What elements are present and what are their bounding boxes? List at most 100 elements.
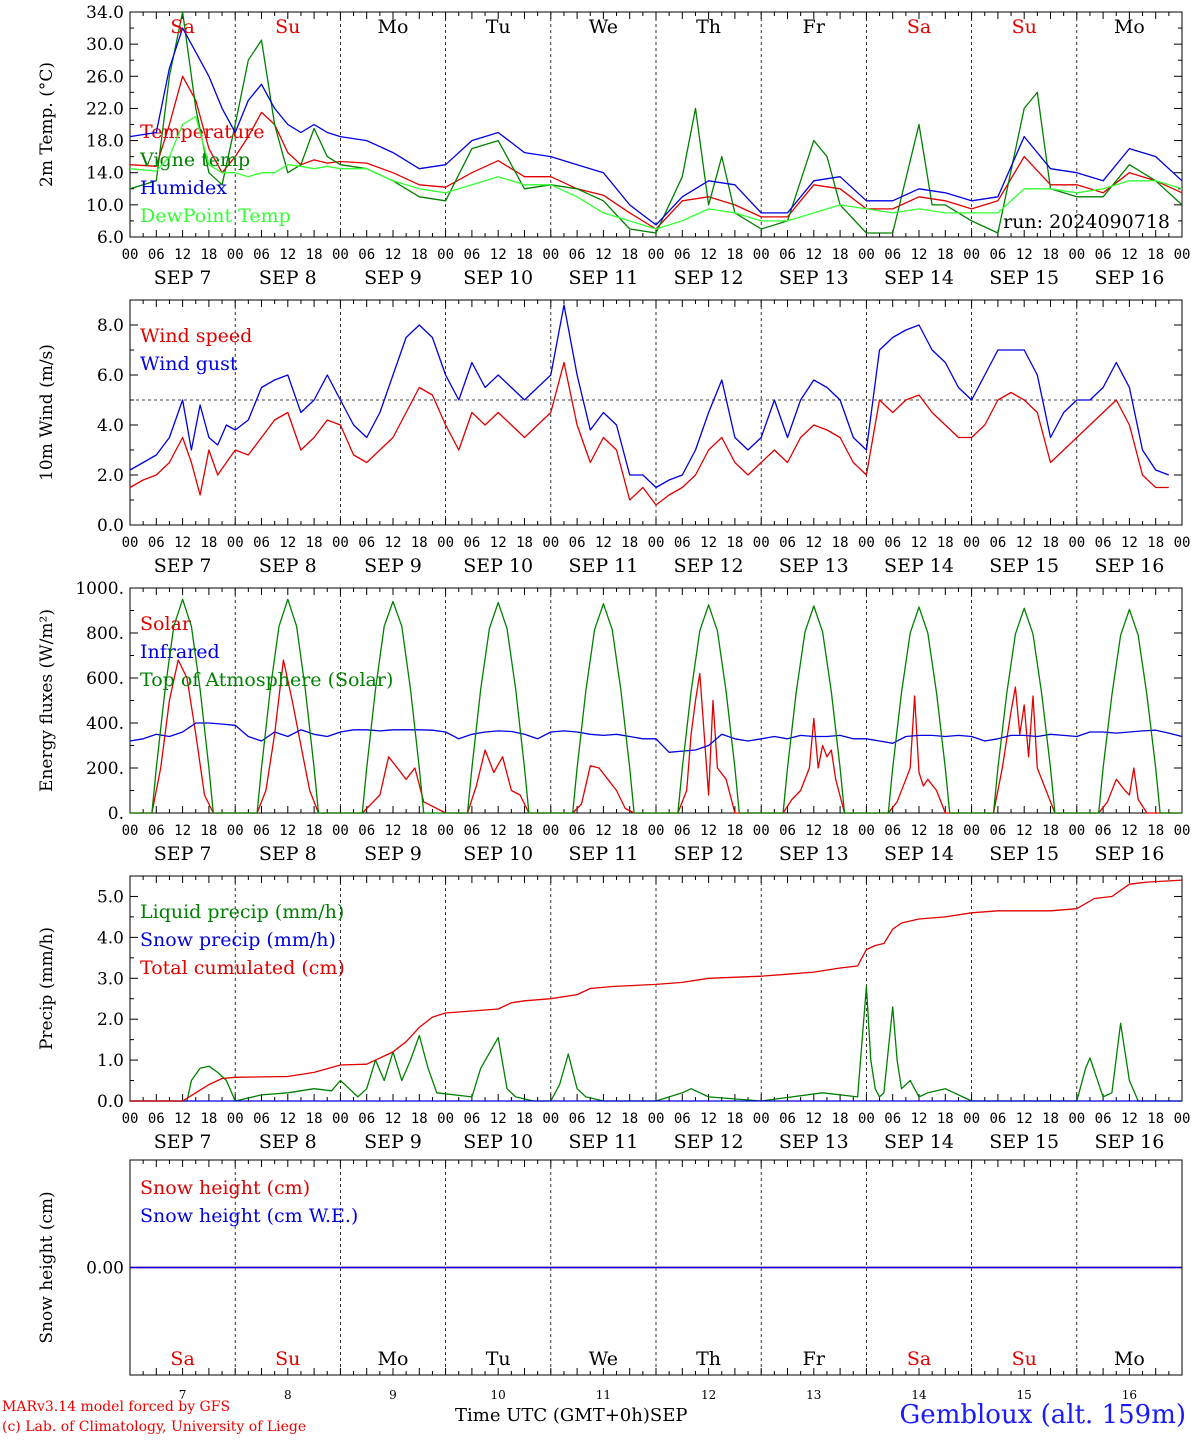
hour-tick-label: 06: [989, 535, 1006, 551]
hour-tick-label: 12: [174, 1111, 191, 1127]
hour-tick-label: 00: [648, 247, 665, 263]
hour-tick-label: 18: [726, 823, 743, 839]
hour-tick-label: 12: [595, 823, 612, 839]
date-label: SEP 11: [568, 267, 638, 289]
hour-tick-label: 06: [148, 823, 165, 839]
hour-tick-label: 18: [1147, 247, 1164, 263]
run-annotation: run: 2024090718: [1003, 211, 1170, 233]
hour-tick-label: 18: [726, 535, 743, 551]
hour-tick-label: 00: [227, 247, 244, 263]
hour-tick-label: 06: [779, 535, 796, 551]
hour-tick-label: 06: [674, 1111, 691, 1127]
hour-tick-label: 18: [516, 1111, 533, 1127]
y-tick-label: 1000.: [75, 579, 124, 599]
date-label: SEP 15: [989, 555, 1059, 577]
date-label: SEP 14: [884, 267, 954, 289]
hour-tick-label: 12: [279, 247, 296, 263]
y-axis-label: 2m Temp. (°C): [37, 62, 57, 187]
hour-tick-label: 06: [463, 247, 480, 263]
day-number: 9: [389, 1388, 397, 1402]
day-name: Mo: [378, 1348, 409, 1370]
day-number: 7: [179, 1388, 187, 1402]
hour-tick-label: 12: [1016, 1111, 1033, 1127]
day-name: Mo: [1114, 1348, 1145, 1370]
hour-tick-label: 12: [279, 535, 296, 551]
day-name: Sa: [170, 16, 194, 38]
date-label: SEP 16: [1094, 555, 1164, 577]
hour-tick-label: 12: [174, 535, 191, 551]
legend-entry: Vigne temp: [139, 149, 250, 171]
hour-tick-label: 12: [700, 1111, 717, 1127]
hour-tick-label: 00: [1068, 247, 1085, 263]
day-name: Th: [696, 16, 721, 38]
hour-tick-label: 12: [385, 535, 402, 551]
hour-tick-label: 18: [621, 535, 638, 551]
hour-tick-label: 12: [279, 1111, 296, 1127]
y-tick-label: 34.0: [86, 3, 124, 23]
hour-tick-label: 18: [306, 823, 323, 839]
date-label: SEP 10: [463, 555, 533, 577]
date-label: SEP 12: [674, 555, 744, 577]
date-label: SEP 8: [259, 843, 317, 865]
hour-tick-label: 18: [832, 823, 849, 839]
hour-tick-label: 00: [122, 1111, 139, 1127]
day-name: Su: [275, 1348, 300, 1370]
hour-tick-label: 18: [200, 535, 217, 551]
hour-tick-label: 00: [1068, 1111, 1085, 1127]
hour-tick-label: 18: [937, 247, 954, 263]
hour-tick-label: 00: [648, 1111, 665, 1127]
series-line: [130, 879, 1183, 1102]
hour-tick-label: 00: [332, 823, 349, 839]
hour-tick-label: 00: [1068, 823, 1085, 839]
hour-tick-label: 00: [753, 247, 770, 263]
hour-tick-label: 00: [1174, 1111, 1191, 1127]
hour-tick-label: 18: [306, 535, 323, 551]
date-label: SEP 12: [674, 1131, 744, 1153]
hour-tick-label: 00: [648, 535, 665, 551]
y-axis-label: 10m Wind (m/s): [37, 344, 57, 481]
hour-tick-label: 18: [516, 823, 533, 839]
hour-tick-label: 12: [385, 1111, 402, 1127]
hour-tick-label: 00: [227, 823, 244, 839]
hour-tick-label: 00: [542, 535, 559, 551]
date-label: SEP 10: [463, 1131, 533, 1153]
y-tick-label: 5.0: [97, 887, 124, 907]
y-tick-label: 0.: [108, 804, 124, 824]
hour-tick-label: 06: [463, 823, 480, 839]
y-tick-label: 8.0: [97, 316, 124, 336]
hour-tick-label: 00: [753, 823, 770, 839]
hour-tick-label: 06: [779, 247, 796, 263]
date-label: SEP 7: [154, 267, 212, 289]
date-label: SEP 13: [779, 1131, 849, 1153]
legend-entry: Snow height (cm W.E.): [140, 1205, 358, 1227]
day-name: Fr: [803, 16, 826, 38]
day-number: 15: [1017, 1388, 1032, 1402]
hour-tick-label: 06: [358, 823, 375, 839]
hour-tick-label: 06: [884, 247, 901, 263]
hour-tick-label: 00: [227, 535, 244, 551]
hour-tick-label: 12: [1121, 535, 1138, 551]
y-tick-label: 26.0: [86, 67, 124, 87]
hour-tick-label: 00: [858, 823, 875, 839]
day-number: 12: [701, 1388, 716, 1402]
panel-frame: [129, 587, 1183, 814]
hour-tick-label: 18: [1042, 535, 1059, 551]
day-name: Mo: [1114, 16, 1145, 38]
series-line: [129, 361, 1169, 506]
hour-tick-label: 06: [463, 535, 480, 551]
hour-tick-label: 06: [358, 1111, 375, 1127]
date-label: SEP 15: [989, 843, 1059, 865]
hour-tick-label: 12: [700, 247, 717, 263]
series-line: [129, 75, 1183, 230]
y-tick-label: 600.: [86, 669, 124, 689]
date-label: SEP 10: [463, 843, 533, 865]
day-number: 13: [806, 1388, 821, 1402]
date-label: SEP 12: [674, 267, 744, 289]
hour-tick-label: 06: [569, 823, 586, 839]
hour-tick-label: 12: [595, 247, 612, 263]
hour-tick-label: 06: [1095, 1111, 1112, 1127]
date-label: SEP 14: [884, 555, 954, 577]
hour-tick-label: 18: [411, 247, 428, 263]
hour-tick-label: 12: [385, 247, 402, 263]
